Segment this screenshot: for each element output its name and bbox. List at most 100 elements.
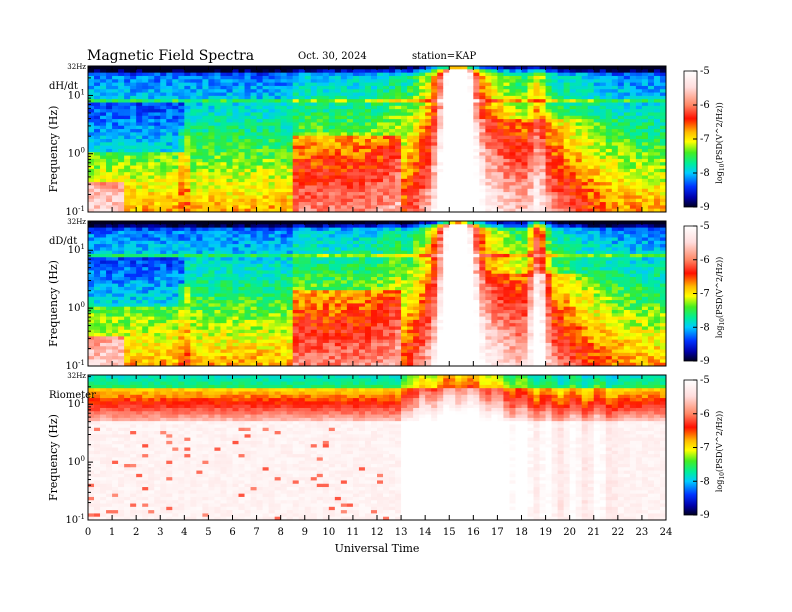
heatmap-cell (310, 172, 318, 176)
heatmap-cell (328, 178, 336, 183)
heatmap-cell (148, 102, 155, 107)
heatmap-cell (124, 336, 131, 341)
heatmap-cell (148, 66, 155, 70)
heatmap-cell (443, 158, 450, 163)
heatmap-cell (232, 115, 239, 120)
heatmap-cell (485, 82, 492, 87)
heatmap-cell (377, 135, 384, 140)
heatmap-cell (395, 208, 402, 213)
heatmap-cell (154, 85, 161, 90)
heatmap-cell (473, 192, 480, 196)
heatmap-cell (178, 273, 185, 278)
heatmap-cell (545, 208, 552, 213)
heatmap-cell (214, 89, 221, 93)
heatmap-cell (407, 112, 414, 117)
heatmap-cell (431, 119, 438, 123)
heatmap-cell (443, 132, 450, 137)
heatmap-cell (539, 202, 546, 206)
heatmap-cell (184, 158, 191, 163)
heatmap-cell (142, 125, 149, 130)
heatmap-cell (154, 336, 161, 341)
heatmap-cell (166, 319, 173, 324)
heatmap-cell (383, 129, 390, 133)
heatmap-cell (485, 188, 492, 193)
heatmap-cell (100, 323, 107, 327)
heatmap-cell (370, 99, 378, 103)
heatmap-cell (226, 125, 233, 130)
heatmap-cell (154, 192, 161, 196)
heatmap-cell (503, 119, 510, 123)
heatmap-cell (214, 178, 221, 183)
heatmap-cell (340, 89, 348, 93)
heatmap-cell (545, 85, 552, 90)
heatmap-cell (431, 102, 438, 107)
heatmap-cell (148, 362, 155, 367)
heatmap-cell (142, 75, 149, 80)
heatmap-cell (659, 168, 667, 173)
heatmap-cell (389, 135, 396, 140)
heatmap-cell (593, 72, 601, 77)
heatmap-cell (88, 250, 95, 255)
heatmap-cell (178, 224, 185, 228)
heatmap-cell (106, 352, 113, 357)
heatmap-cell (310, 142, 318, 147)
heatmap-cell (166, 72, 173, 77)
heatmap-cell (94, 139, 101, 143)
heatmap-cell (166, 280, 173, 285)
heatmap-cell (232, 205, 239, 210)
heatmap-cell (533, 75, 540, 80)
heatmap-cell (352, 188, 360, 193)
heatmap-cell (226, 105, 233, 110)
heatmap-cell (172, 75, 179, 80)
heatmap-cell (647, 175, 655, 180)
heatmap-cell (557, 148, 565, 153)
heatmap-cell (322, 112, 330, 117)
heatmap-cell (328, 69, 336, 74)
heatmap-cell (364, 122, 372, 127)
heatmap-cell (136, 333, 143, 337)
heatmap-cell (136, 72, 143, 77)
heatmap-cell (106, 260, 113, 265)
heatmap-cell (407, 75, 414, 80)
heatmap-cell (605, 119, 613, 123)
heatmap-cell (407, 162, 414, 166)
heatmap-cell (304, 155, 312, 160)
heatmap-cell (581, 66, 589, 70)
heatmap-cell (413, 92, 420, 97)
heatmap-cell (166, 237, 173, 242)
heatmap-cell (286, 122, 294, 127)
heatmap-cell (106, 286, 113, 291)
heatmap-cell (491, 105, 498, 110)
heatmap-cell (256, 175, 263, 180)
heatmap-cell (178, 172, 185, 176)
heatmap-cell (569, 148, 577, 153)
heatmap-cell (659, 85, 667, 90)
heatmap-cell (419, 155, 426, 160)
heatmap-cell (130, 75, 137, 80)
heatmap-cell (124, 300, 131, 304)
heatmap-cell (172, 253, 179, 258)
heatmap-cell (455, 155, 462, 160)
heatmap-cell (455, 162, 462, 166)
heatmap-cell (124, 319, 131, 324)
heatmap-cell (557, 188, 565, 193)
heatmap-cell (587, 205, 595, 210)
heatmap-cell (316, 168, 324, 173)
heatmap-cell (395, 129, 402, 133)
heatmap-cell (100, 326, 107, 331)
heatmap-cell (292, 89, 300, 93)
heatmap-cell (244, 198, 251, 203)
heatmap-cell (641, 162, 649, 166)
heatmap-cell (280, 132, 288, 137)
heatmap-cell (256, 115, 263, 120)
heatmap-cell (659, 152, 667, 156)
heatmap-cell (515, 109, 522, 113)
heatmap-cell (611, 79, 619, 83)
heatmap-cell (274, 95, 282, 100)
heatmap-cell (100, 342, 107, 347)
heatmap-cell (154, 277, 161, 281)
heatmap-cell (346, 79, 354, 83)
heatmap-cell (383, 162, 390, 166)
heatmap-cell (533, 72, 540, 77)
heatmap-cell (358, 175, 366, 180)
